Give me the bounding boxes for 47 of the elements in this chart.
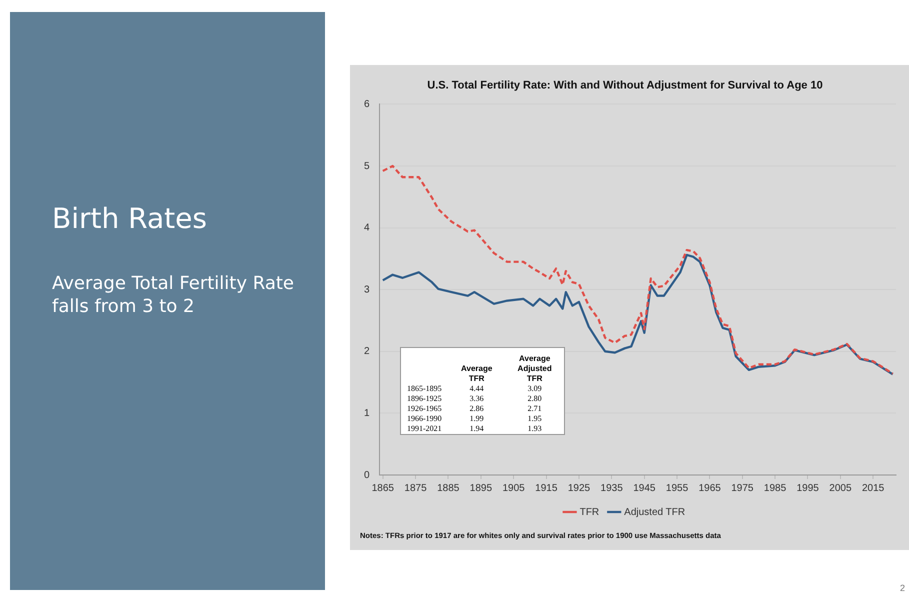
x-tick-label: 1875: [404, 482, 428, 494]
x-tick-label: 1935: [600, 482, 624, 494]
annotation: 1865-1895: [406, 384, 443, 394]
annotation: 2.86: [468, 404, 485, 414]
x-tick-label: 2015: [862, 482, 885, 494]
annotation: 3.09: [526, 384, 543, 394]
annotation: 1.99: [468, 414, 485, 424]
annotation: 1.93: [526, 424, 543, 434]
legend-label: TFR: [580, 506, 600, 518]
annotation: 2.80: [526, 394, 543, 404]
chart-title: U.S. Total Fertility Rate: With and Without Adjustment for Survival to Age 10: [427, 80, 823, 92]
annotation: 4.44: [468, 384, 485, 394]
annotation: 1896-1925: [406, 394, 443, 404]
x-tick-label: 1995: [796, 482, 820, 494]
annotation: 1.95: [526, 414, 543, 424]
y-tick-label: 0: [364, 470, 370, 481]
annotation: 1966-1990: [406, 414, 443, 424]
text: Birth Rates: [52, 202, 207, 235]
y-tick-label: 4: [364, 222, 370, 234]
annotation: Average TFR: [460, 363, 494, 384]
line-series: [382, 164, 894, 375]
x-tick-label: 1945: [633, 482, 656, 494]
y-tick-label: 3: [364, 284, 370, 296]
annotation: 1926-1965: [406, 404, 443, 414]
x-tick-label: 1905: [502, 482, 526, 494]
x-tick-label: 1975: [731, 482, 754, 494]
y-tick-label: 5: [364, 160, 370, 172]
x-tick-label: 1915: [535, 482, 558, 494]
annotation: Average Adjusted TFR: [516, 353, 553, 384]
text: 2: [900, 583, 905, 593]
x-tick-label: 1955: [666, 482, 689, 494]
annotation: 2.71: [526, 404, 543, 414]
annotation: 1.94: [468, 424, 485, 434]
legend-label: Adjusted TFR: [624, 506, 686, 518]
x-tick-label: 1985: [764, 482, 787, 494]
text: Average Total Fertility Rate falls from 3 to 2: [52, 272, 296, 318]
y-tick-label: 6: [364, 98, 370, 110]
x-tick-label: 2005: [829, 482, 852, 494]
x-tick-label: 1965: [698, 482, 722, 494]
x-tick-label: 1925: [568, 482, 591, 494]
x-tick-label: 1885: [437, 482, 460, 494]
annotation: 3.36: [468, 394, 485, 404]
y-tick-label: 2: [364, 346, 370, 358]
x-tick-label: 1865: [372, 482, 394, 494]
x-tick-label: 1895: [470, 482, 492, 494]
y-tick-label: 1: [364, 408, 370, 419]
annotation: 1991-2021: [406, 424, 443, 434]
